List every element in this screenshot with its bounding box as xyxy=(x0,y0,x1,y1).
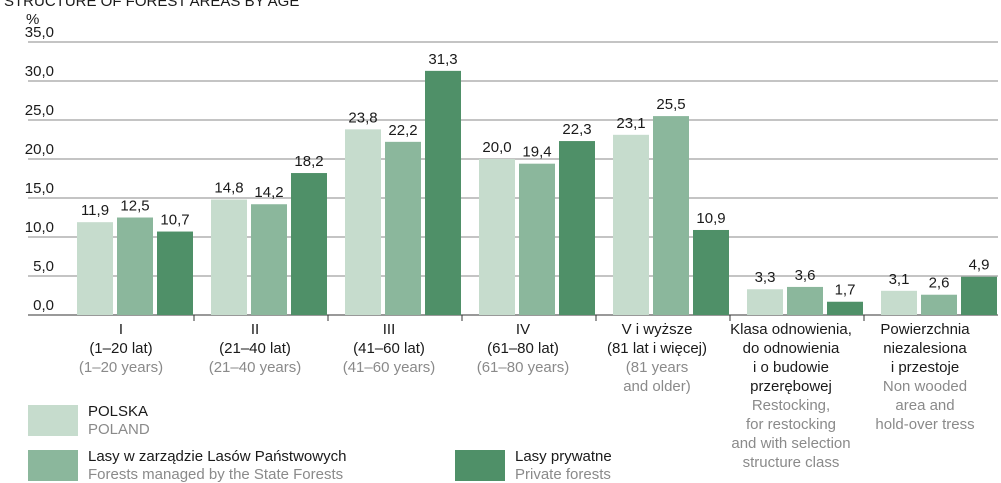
value-label: 10,7 xyxy=(160,212,189,229)
value-label: 23,8 xyxy=(348,109,377,126)
legend-swatch xyxy=(28,450,78,481)
x-tick-label: III xyxy=(383,321,396,338)
y-tick-label: 10,0 xyxy=(25,219,54,236)
x-tick-label-en: Restocking, xyxy=(752,397,830,414)
x-tick-label-en: (81 years xyxy=(626,359,689,376)
x-tick-label-en: Non wooded xyxy=(883,378,967,395)
value-label: 12,5 xyxy=(120,197,149,214)
x-tick-label-en: area and xyxy=(895,397,954,414)
x-tick-label: Klasa odnowienia, xyxy=(730,321,852,338)
y-tick-label: 30,0 xyxy=(25,63,54,80)
x-tick-label-en: (61–80 years) xyxy=(477,359,570,376)
y-tick-label: 20,0 xyxy=(25,141,54,158)
chart-title: STRUCTURE OF FOREST AREAS BY AGE xyxy=(4,0,299,10)
bar xyxy=(961,276,997,315)
value-label: 11,9 xyxy=(81,202,109,219)
bar xyxy=(519,163,555,315)
value-label: 22,2 xyxy=(388,122,417,139)
legend-label: POLSKA xyxy=(88,403,148,420)
legend-swatch xyxy=(28,405,78,436)
legend-label: Lasy prywatne xyxy=(515,448,612,465)
x-tick-label-en: and with selection xyxy=(731,435,850,452)
bar xyxy=(827,301,863,315)
legend-label: Lasy w zarządzie Lasów Państwowych xyxy=(88,448,346,465)
x-tick-label: przerębowej xyxy=(750,378,832,395)
y-tick-label: 35,0 xyxy=(25,24,54,41)
x-tick-label: II xyxy=(251,321,259,338)
x-tick-label: (1–20 lat) xyxy=(89,340,152,357)
bar xyxy=(613,134,649,315)
x-tick-label-en: for restocking xyxy=(746,416,836,433)
bar xyxy=(921,294,957,315)
x-tick-label: i przestoje xyxy=(891,359,959,376)
x-tick-label: Powierzchnia xyxy=(880,321,970,338)
x-tick-label: (81 lat i więcej) xyxy=(607,340,707,357)
value-label: 18,2 xyxy=(294,153,323,170)
y-tick-label: 0,0 xyxy=(33,297,54,314)
value-label: 23,1 xyxy=(616,115,645,132)
bar xyxy=(117,217,153,315)
bar xyxy=(211,199,247,315)
bar xyxy=(479,159,515,315)
x-tick-label: do odnowienia xyxy=(743,340,840,357)
x-tick-label-en: hold-over tress xyxy=(875,416,974,433)
y-tick-label: 25,0 xyxy=(25,102,54,119)
legend-label-en: POLAND xyxy=(88,421,150,438)
legend-label-en: Forests managed by the State Forests xyxy=(88,466,343,483)
value-label: 10,9 xyxy=(696,210,725,227)
value-label: 4,9 xyxy=(969,257,990,274)
x-tick-label-en: and older) xyxy=(623,378,691,395)
bar xyxy=(653,116,689,315)
x-tick-label: i o budowie xyxy=(753,359,829,376)
y-tick-label: 15,0 xyxy=(25,180,54,197)
x-tick-label: IV xyxy=(516,321,530,338)
value-label: 3,1 xyxy=(889,271,910,288)
value-label: 2,6 xyxy=(929,275,950,292)
x-tick-label: (61–80 lat) xyxy=(487,340,559,357)
bar xyxy=(747,289,783,315)
bar xyxy=(291,173,327,315)
y-axis-label: % xyxy=(26,11,39,28)
x-tick-label-en: (1–20 years) xyxy=(79,359,163,376)
value-label: 31,3 xyxy=(428,51,457,68)
value-label: 22,3 xyxy=(562,121,591,138)
x-tick-label: I xyxy=(119,321,123,338)
x-tick-label: V i wyższe xyxy=(622,321,693,338)
bar xyxy=(251,204,287,315)
bar xyxy=(157,231,193,315)
bar xyxy=(693,229,729,315)
legend-swatch xyxy=(455,450,505,481)
bar xyxy=(385,141,421,315)
y-tick-label: 5,0 xyxy=(33,258,54,275)
value-label: 3,6 xyxy=(795,267,816,284)
bar xyxy=(425,70,461,315)
bar xyxy=(345,129,381,315)
bar xyxy=(787,286,823,315)
value-label: 20,0 xyxy=(482,139,511,156)
x-tick-label: (41–60 lat) xyxy=(353,340,425,357)
x-tick-label: (21–40 lat) xyxy=(219,340,291,357)
value-label: 14,2 xyxy=(254,184,283,201)
value-label: 25,5 xyxy=(656,96,685,113)
bar xyxy=(881,290,917,315)
value-label: 3,3 xyxy=(755,269,776,286)
legend-label-en: Private forests xyxy=(515,466,611,483)
value-label: 1,7 xyxy=(835,282,856,299)
x-tick-label-en: structure class xyxy=(743,454,840,471)
value-label: 19,4 xyxy=(522,144,551,161)
x-tick-label: niezalesiona xyxy=(883,340,967,357)
value-label: 14,8 xyxy=(214,180,243,197)
x-tick-label-en: (21–40 years) xyxy=(209,359,302,376)
x-tick-label-en: (41–60 years) xyxy=(343,359,436,376)
bar xyxy=(77,222,113,315)
bar xyxy=(559,141,595,315)
